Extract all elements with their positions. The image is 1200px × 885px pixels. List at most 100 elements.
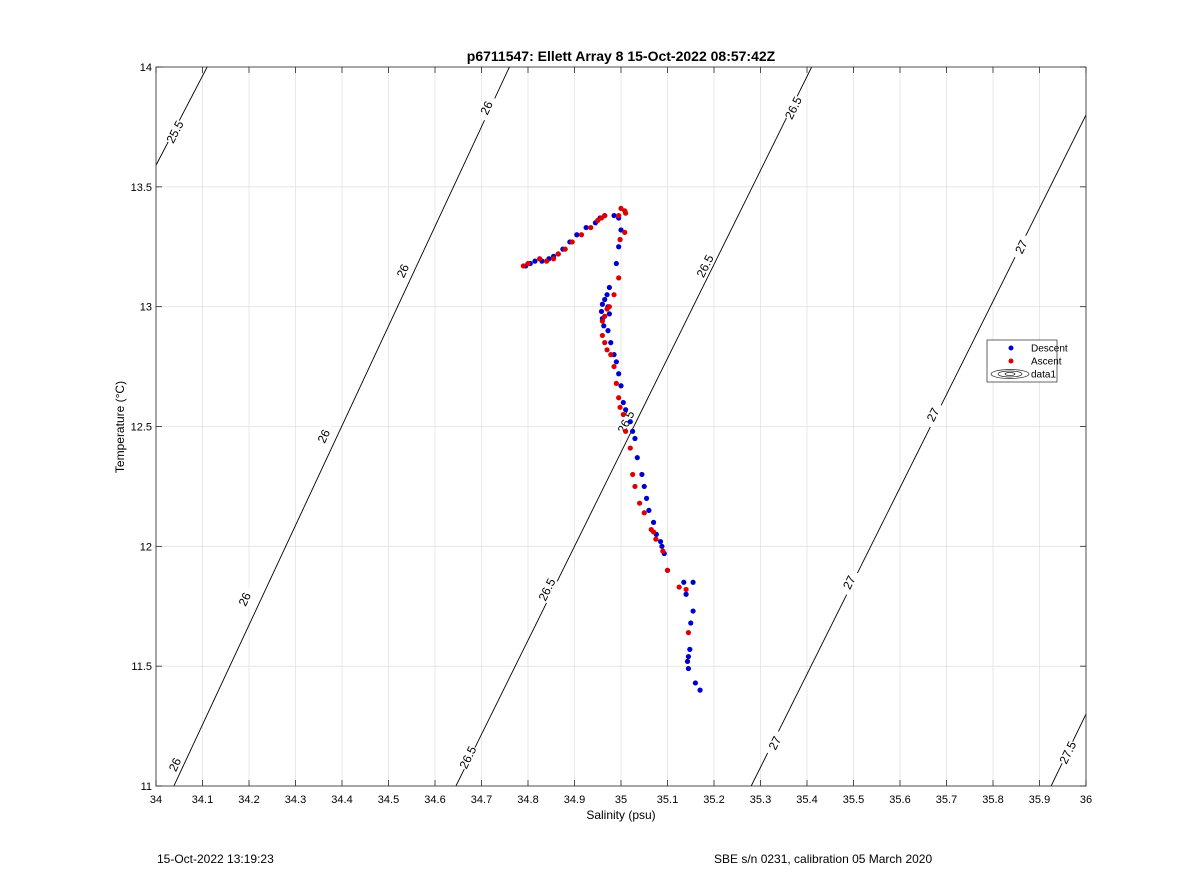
descent-point — [627, 419, 633, 425]
y-tick-label: 13.5 — [131, 182, 152, 194]
x-axis-label: Salinity (psu) — [586, 808, 655, 822]
descent-point — [683, 591, 689, 597]
isopycnal-label-text: 27 — [766, 734, 785, 752]
descent-point — [697, 687, 703, 693]
x-tick-label: 35.9 — [1029, 794, 1050, 806]
descent-point — [605, 328, 611, 334]
y-tick-label: 13 — [140, 302, 152, 314]
isopycnal-contours — [156, 67, 1086, 786]
isopycnal-label-bg — [474, 93, 498, 122]
descent-point — [618, 227, 624, 233]
isopycnal-label-text: 26 — [166, 755, 184, 773]
x-tick-label: 34.9 — [564, 794, 585, 806]
footer-calibration: SBE s/n 0231, calibration 05 March 2020 — [714, 852, 933, 866]
descent-point — [684, 658, 691, 664]
ascent-point — [525, 260, 531, 267]
footer-timestamp: 15-Oct-2022 13:19:23 — [157, 852, 274, 866]
ascent-point — [602, 313, 608, 319]
descent-point — [641, 483, 647, 490]
x-tick-label: 34.3 — [285, 794, 306, 806]
descent-point — [690, 608, 696, 614]
descent-point — [657, 538, 664, 545]
descent-point — [659, 543, 665, 549]
ascent-point — [683, 586, 689, 593]
descent-point — [692, 680, 699, 686]
isopycnal-label-text: 26 — [394, 262, 412, 280]
descent-point — [608, 340, 614, 346]
isopycnal-label-bg — [781, 93, 805, 122]
x-tick-label: 35.3 — [750, 794, 771, 806]
ascent-point — [599, 318, 606, 324]
ascent-point — [550, 256, 557, 262]
ascent-point — [685, 630, 692, 636]
ascent-point — [618, 205, 624, 212]
descent-point — [634, 455, 640, 461]
isopycnal-label-text: 27 — [924, 405, 943, 423]
isopycnal-label: 26 — [391, 256, 414, 285]
ascent-point — [664, 567, 671, 573]
isopycnal-label-text: 26 — [477, 99, 495, 117]
descent-point — [632, 435, 638, 442]
isopycnal-label-bg — [614, 407, 638, 436]
ascent-point — [578, 232, 585, 238]
ascent-point — [653, 536, 659, 542]
isopycnal-label-bg — [163, 750, 187, 779]
descent-point — [616, 244, 622, 250]
isopycnal-line — [455, 67, 813, 786]
descent-point — [650, 519, 657, 525]
isopycnal-label: 27 — [837, 568, 861, 597]
isopycnal-label-bg — [920, 400, 945, 429]
x-tick-label: 34 — [150, 794, 162, 806]
ascent-point — [617, 236, 623, 243]
y-tick-label: 12.5 — [131, 422, 152, 434]
isopycnal-label-bg — [693, 252, 717, 280]
descent-point — [598, 308, 605, 315]
x-tick-label: 35.4 — [796, 794, 817, 806]
y-tick-label: 11 — [141, 781, 152, 793]
x-axis-ticks: 34 34.1 34.2 34.3 34.4 34.5 34.6 34.7 34.8 34.9 35… — [150, 67, 1092, 806]
isopycnal-label-bg — [1055, 738, 1079, 767]
isopycnal-line — [156, 67, 208, 166]
isopycnal-label-bg — [232, 585, 256, 613]
y-tick-label: 14 — [140, 62, 152, 74]
ascent-point — [604, 347, 610, 353]
descent-point — [690, 579, 696, 585]
y-axis-label: Temperature (°C) — [113, 381, 127, 473]
descent-point — [687, 646, 693, 652]
isopycnal-label: 27 — [1009, 232, 1033, 261]
x-tick-label: 34.5 — [378, 794, 399, 806]
ascent-point — [613, 380, 619, 386]
descent-point — [688, 620, 694, 626]
descent-point — [599, 301, 606, 307]
descent-point — [574, 232, 580, 238]
ascent-point — [611, 363, 617, 370]
ascent-point — [641, 510, 647, 516]
contour-icon — [990, 369, 1030, 379]
legend-descent-label: Descent — [1031, 344, 1068, 355]
isopycnal-label-text: 26 — [315, 427, 333, 445]
descent-point — [643, 495, 650, 501]
ascent-point — [599, 332, 606, 339]
isopycnal-label: 26 — [474, 93, 498, 122]
isopycnal-label-bg — [391, 256, 414, 285]
ascent-point — [617, 404, 623, 410]
descent-point — [620, 399, 626, 406]
descent-point — [623, 407, 629, 413]
isopycnal-label: 26 — [163, 750, 187, 779]
y-tick-label: 12 — [140, 541, 152, 553]
y-tick-label: 11.5 — [131, 661, 152, 673]
ascent-point — [520, 263, 526, 269]
x-tick-label: 34.1 — [192, 794, 213, 806]
isopycnal-labels: 25.5262626262626.526.526.526.526.5272727… — [162, 93, 1079, 779]
legend-descent-marker — [1008, 345, 1014, 351]
descent-point — [613, 260, 619, 267]
descent-point — [583, 224, 589, 231]
legend-ascent-marker — [1008, 358, 1014, 364]
descent-point — [532, 258, 538, 264]
ascent-point — [555, 251, 561, 257]
descent-point — [602, 296, 608, 303]
ascent-point — [622, 229, 628, 235]
isopycnal-label-bg — [535, 575, 559, 604]
x-tick-label: 36 — [1080, 794, 1092, 806]
